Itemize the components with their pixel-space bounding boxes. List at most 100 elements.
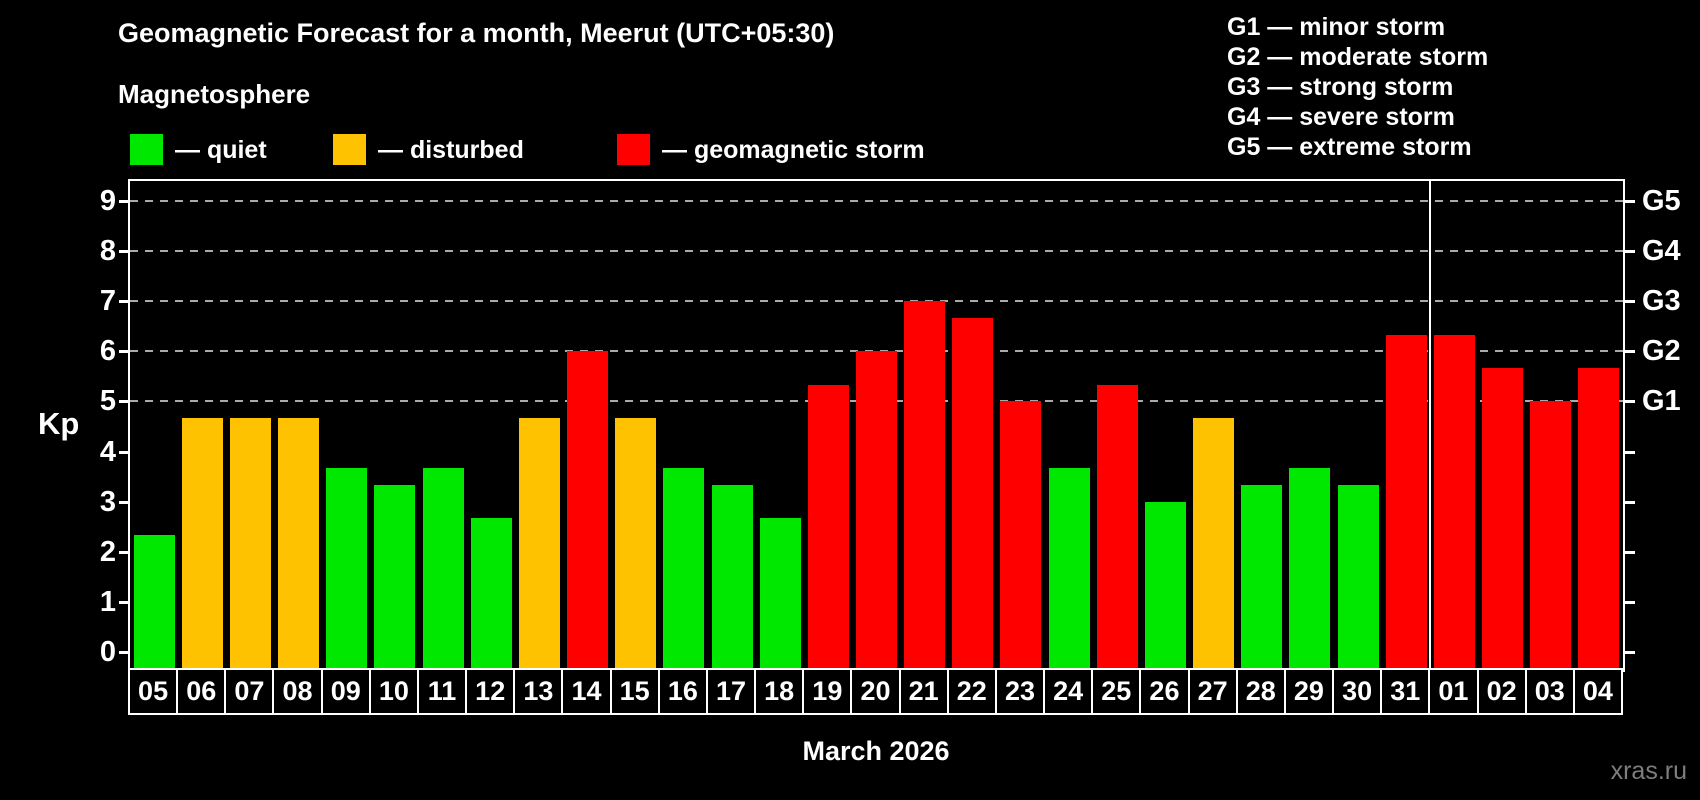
day-label-16: 16: [657, 668, 708, 715]
gridline-kp9: [130, 200, 1623, 202]
day-label-02: 02: [1476, 668, 1527, 715]
day-label-08: 08: [272, 668, 323, 715]
day-label-18: 18: [754, 668, 805, 715]
day-label-24: 24: [1043, 668, 1094, 715]
left-tick-kp4: [119, 450, 129, 454]
day-label-10: 10: [368, 668, 419, 715]
kp-bar-31: [1385, 334, 1427, 670]
right-tick-kp7: [1625, 300, 1635, 304]
left-tick-kp2: [119, 550, 129, 554]
day-label-09: 09: [320, 668, 371, 715]
day-label-06: 06: [176, 668, 227, 715]
kp-bar-20: [856, 351, 897, 670]
day-label-04: 04: [1572, 668, 1623, 715]
y-axis-title: Kp: [38, 406, 80, 441]
kp-bar-21: [904, 301, 946, 670]
day-label-14: 14: [561, 668, 612, 715]
y-tick-label-2: 2: [99, 535, 116, 568]
kp-bar-16: [663, 468, 705, 670]
day-label-26: 26: [1139, 668, 1190, 715]
day-label-13: 13: [513, 668, 564, 715]
kp-bar-28: [1241, 485, 1283, 670]
kp-bar-04: [1578, 367, 1620, 670]
gridline-kp7: [130, 300, 1623, 303]
day-label-31: 31: [1380, 668, 1431, 715]
right-tick-kp1: [1625, 600, 1635, 604]
y-tick-label-7: 7: [99, 285, 116, 318]
left-tick-kp0: [119, 650, 129, 654]
right-tick-kp4: [1625, 450, 1635, 454]
y-tick-label-0: 0: [99, 635, 116, 668]
y-tick-label-6: 6: [99, 335, 116, 368]
kp-bar-17: [711, 485, 753, 670]
day-label-05: 05: [128, 668, 179, 715]
y-tick-label-1: 1: [99, 585, 116, 618]
day-label-15: 15: [609, 668, 660, 715]
legend-label-quiet: — quiet: [175, 136, 267, 164]
kp-bar-30: [1337, 485, 1379, 670]
day-label-30: 30: [1332, 668, 1383, 715]
day-label-29: 29: [1283, 668, 1335, 715]
g-scale-label-g2: G2: [1642, 335, 1681, 368]
kp-bar-15: [615, 417, 657, 670]
kp-bar-11: [422, 468, 464, 670]
storm-scale-g2: G2 — moderate storm: [1227, 43, 1489, 71]
kp-bar-08: [278, 417, 320, 670]
y-tick-label-9: 9: [99, 185, 116, 217]
kp-bar-19: [807, 384, 849, 670]
kp-bar-12: [470, 518, 512, 670]
kp-bar-29: [1289, 468, 1331, 670]
kp-bar-13: [518, 417, 560, 670]
kp-bar-05: [133, 535, 175, 670]
day-label-20: 20: [850, 668, 901, 715]
kp-bar-chart: [130, 181, 1623, 670]
storm-scale-legend: G1 — minor storm G2 — moderate storm G3 …: [1227, 12, 1488, 162]
g-scale-label-g5: G5: [1642, 185, 1681, 217]
kp-bar-14: [567, 351, 609, 670]
kp-bar-02: [1482, 367, 1524, 670]
y-tick-label-4: 4: [99, 435, 116, 468]
left-tick-kp9: [119, 200, 129, 203]
left-tick-kp8: [119, 250, 129, 254]
left-tick-kp1: [119, 600, 129, 604]
left-tick-kp3: [119, 500, 129, 504]
g-scale-label-g1: G1: [1642, 385, 1681, 418]
kp-bar-26: [1144, 501, 1186, 670]
y-tick-label-8: 8: [99, 235, 116, 268]
month-divider-line: [1429, 181, 1432, 670]
kp-bar-10: [374, 485, 416, 670]
kp-bar-23: [1000, 401, 1042, 670]
right-tick-kp2: [1625, 550, 1635, 554]
day-label-23: 23: [994, 668, 1046, 715]
kp-bar-03: [1530, 401, 1572, 670]
storm-scale-g5: G5 — extreme storm: [1227, 133, 1472, 161]
day-label-11: 11: [416, 668, 468, 715]
day-label-27: 27: [1187, 668, 1238, 715]
day-label-03: 03: [1524, 668, 1575, 715]
x-axis-title: March 2026: [802, 736, 950, 766]
storm-scale-g3: G3 — strong storm: [1227, 73, 1454, 101]
y-tick-label-3: 3: [99, 485, 116, 518]
right-tick-kp0: [1625, 650, 1635, 654]
day-label-21: 21: [898, 668, 949, 715]
gridline-kp6: [130, 350, 1623, 353]
kp-bar-01: [1433, 334, 1475, 670]
left-tick-kp7: [119, 300, 129, 304]
page-title: Geomagnetic Forecast for a month, Meerut…: [118, 18, 835, 48]
y-tick-label-5: 5: [99, 385, 116, 418]
magnetosphere-subtitle: Magnetosphere: [118, 79, 311, 109]
legend-swatch-storm: [617, 134, 650, 165]
day-label-01: 01: [1428, 668, 1479, 715]
legend-label-disturbed: — disturbed: [378, 136, 524, 164]
legend-swatch-disturbed: [333, 134, 366, 165]
right-tick-kp3: [1625, 500, 1635, 504]
right-tick-kp5: [1625, 400, 1635, 404]
storm-scale-g1: G1 — minor storm: [1227, 13, 1446, 41]
day-label-22: 22: [946, 668, 997, 715]
storm-scale-g4: G4 — severe storm: [1227, 103, 1455, 131]
legend-swatch-quiet: [130, 134, 163, 165]
watermark: xras.ru: [1610, 757, 1687, 785]
kp-bar-25: [1096, 384, 1138, 670]
day-label-07: 07: [224, 668, 275, 715]
